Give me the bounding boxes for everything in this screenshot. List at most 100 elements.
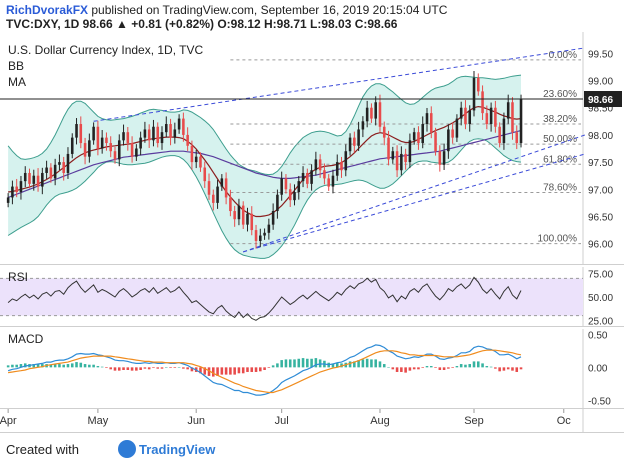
- price-axis-tick: 97.50: [588, 158, 613, 169]
- candle-body: [79, 124, 83, 144]
- macd-histogram-bar: [263, 367, 266, 370]
- macd-histogram-bar: [365, 358, 369, 368]
- macd-histogram-bar: [79, 362, 83, 368]
- macd-histogram-bar: [318, 359, 322, 368]
- candle-body: [237, 205, 241, 220]
- candle-body: [276, 194, 279, 212]
- candle-body: [506, 102, 510, 119]
- macd-histogram-bar: [122, 367, 125, 370]
- candle-body: [224, 178, 228, 198]
- candle-body: [83, 143, 87, 157]
- macd-histogram-bar: [306, 358, 309, 368]
- candle-body: [92, 126, 95, 141]
- rsi-band-fill: [0, 278, 583, 316]
- candle-body: [455, 118, 459, 138]
- macd-histogram-bar: [447, 367, 450, 369]
- candle-body: [348, 137, 352, 152]
- candle-body: [190, 145, 194, 163]
- candle-body: [468, 110, 472, 125]
- rsi-axis-tick: 50.00: [588, 293, 613, 304]
- macd-histogram-bar: [348, 361, 352, 368]
- candle-body: [241, 205, 245, 225]
- macd-histogram-bar: [412, 367, 416, 370]
- macd-histogram-bar: [425, 366, 429, 368]
- fib-level-label: 38.20%: [543, 114, 577, 125]
- macd-histogram-bar: [139, 367, 142, 370]
- tradingview-name: TradingView: [139, 441, 216, 457]
- candle-body: [485, 113, 489, 125]
- candle-body: [314, 159, 318, 171]
- macd-axis-tick: 0.50: [588, 330, 608, 341]
- candle-body: [53, 164, 57, 179]
- macd-histogram-bar: [442, 367, 446, 370]
- candle-body: [378, 102, 382, 127]
- candle-body: [49, 167, 53, 179]
- price-axis-tick: 98.00: [588, 131, 613, 142]
- time-axis-tick: Sep: [464, 415, 484, 427]
- candle-body: [135, 148, 138, 157]
- macd-histogram-bar: [66, 364, 70, 368]
- macd-histogram-bar: [515, 367, 519, 372]
- candle-body: [70, 137, 74, 154]
- rsi-chart[interactable]: 75.00 50.00 25.00 RSI: [0, 267, 624, 327]
- macd-histogram-bar: [340, 363, 343, 368]
- macd-histogram-bar: [203, 367, 207, 375]
- macd-histogram-bar: [357, 360, 360, 368]
- macd-signal-line: [8, 349, 522, 394]
- price-chart[interactable]: 0.00% 23.60% 38.20% 50.00% 61.80% 78.60% 100.0…: [0, 32, 624, 265]
- candle-body: [494, 107, 497, 127]
- bollinger-lower-line: [7, 138, 522, 259]
- candle-body: [515, 132, 519, 144]
- candle-body: [323, 170, 326, 179]
- candle-body: [370, 107, 373, 119]
- macd-histogram-bar: [135, 367, 138, 371]
- candle-body: [36, 175, 40, 187]
- macd-histogram-bar: [117, 367, 121, 371]
- macd-histogram-bar: [126, 367, 130, 370]
- macd-histogram-bar: [280, 360, 283, 368]
- macd-histogram-bar: [459, 364, 463, 368]
- publish-line: RichDvorakFX published on TradingView.co…: [6, 3, 447, 17]
- candle-body: [477, 77, 480, 92]
- candle-body: [340, 162, 343, 171]
- candle-body: [417, 132, 420, 144]
- candle-body: [212, 194, 215, 203]
- macd-axis-tick: -0.50: [588, 396, 611, 407]
- candle-body: [382, 126, 386, 138]
- candle-body: [259, 235, 262, 241]
- macd-histogram-bar: [267, 367, 271, 369]
- macd-histogram-bar: [421, 367, 425, 369]
- price-chart-title: U.S. Dollar Currency Index, 1D, TVC: [8, 43, 204, 57]
- candle-body: [11, 186, 14, 198]
- rsi-axis-tick: 75.00: [588, 270, 613, 281]
- tradingview-brand[interactable]: TradingView: [118, 440, 215, 458]
- candle-body: [263, 232, 266, 236]
- macd-histogram-bar: [109, 367, 112, 370]
- macd-histogram-bar: [212, 367, 215, 377]
- bollinger-band-fill: [8, 75, 522, 259]
- candle-body: [143, 129, 147, 138]
- macd-histogram-bar: [472, 361, 476, 368]
- fib-level-label: 0.00%: [549, 50, 577, 61]
- author-link[interactable]: RichDvorakFX: [6, 3, 89, 17]
- macd-histogram-bar: [455, 366, 459, 368]
- candle-body: [442, 151, 446, 165]
- candle-body: [489, 107, 493, 125]
- chart-header: RichDvorakFX published on TradingView.co…: [0, 0, 624, 31]
- time-axis: Apr May Jun Jul Aug Sep Oc: [0, 409, 624, 433]
- price-axis-tick: 97.00: [588, 185, 613, 196]
- candle-body: [152, 126, 155, 141]
- macd-histogram-bar: [186, 367, 189, 370]
- candle-body: [105, 137, 108, 144]
- macd-histogram-bar: [468, 364, 472, 368]
- macd-histogram-bar: [216, 367, 219, 376]
- candle-body: [160, 132, 164, 144]
- candle-body: [203, 167, 207, 182]
- candle-body: [511, 102, 514, 133]
- macd-chart[interactable]: 0.50 0.00 -0.50 MACD: [0, 329, 624, 409]
- candle-body: [126, 132, 130, 144]
- macd-histogram-bar: [259, 367, 262, 372]
- macd-histogram-bar: [276, 363, 279, 368]
- candle-body: [447, 129, 450, 152]
- macd-histogram-bar: [297, 358, 301, 368]
